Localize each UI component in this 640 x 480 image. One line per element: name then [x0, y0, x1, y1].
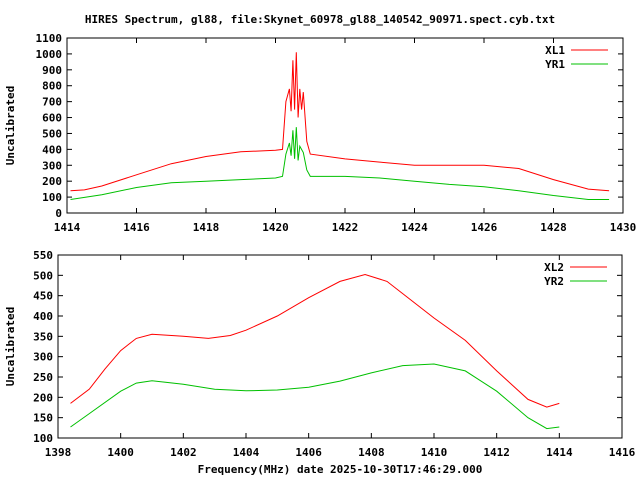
x-tick-label: 1416 — [123, 221, 150, 234]
y-axis-label: Uncalibrated — [4, 86, 17, 165]
y-tick-label: 550 — [33, 249, 53, 262]
chart-title: HIRES Spectrum, gl88, file:Skynet_60978_… — [85, 13, 555, 26]
y-tick-label: 350 — [33, 330, 53, 343]
y-tick-label: 500 — [42, 127, 62, 140]
y-tick-label: 900 — [42, 64, 62, 77]
x-tick-label: 1418 — [193, 221, 220, 234]
series-line-xl1 — [70, 52, 610, 192]
x-tick-label: 1430 — [610, 221, 637, 234]
y-tick-label: 100 — [42, 191, 62, 204]
y-tick-label: 400 — [33, 310, 53, 323]
x-axis-label: Frequency(MHz) date 2025-10-30T17:46:29.… — [198, 463, 483, 476]
y-tick-label: 800 — [42, 80, 62, 93]
y-tick-label: 700 — [42, 96, 62, 109]
y-tick-label: 300 — [42, 159, 62, 172]
x-tick-label: 1404 — [233, 446, 260, 459]
plot-2: 1398 1400 1402 1404 1406 1408 1410 1412 1414 1416… — [4, 249, 636, 476]
series-line-yr2 — [70, 363, 560, 430]
x-tick-label: 1428 — [540, 221, 567, 234]
y-tick-label: 450 — [33, 290, 53, 303]
series-line-yr1 — [70, 127, 610, 200]
x-tick-label: 1424 — [401, 221, 428, 234]
x-tick-label: 1416 — [609, 446, 636, 459]
x-tick-label: 1406 — [295, 446, 322, 459]
plot-1: HIRES Spectrum, gl88, file:Skynet_60978_… — [4, 13, 636, 234]
x-tick-label: 1422 — [332, 221, 359, 234]
x-tick-label: 1410 — [421, 446, 448, 459]
plot-frame — [57, 254, 623, 439]
legend-label: YR2 — [544, 275, 564, 288]
legend-label: XL2 — [544, 261, 564, 274]
y-axis-label: Uncalibrated — [4, 307, 17, 386]
x-tick-label: 1408 — [358, 446, 385, 459]
y-tick-label: 600 — [42, 112, 62, 125]
y-tick-label: 1100 — [36, 32, 63, 45]
y-tick-label: 250 — [33, 371, 53, 384]
x-tick-label: 1402 — [170, 446, 197, 459]
series-line-xl2 — [70, 273, 560, 408]
x-tick-label: 1412 — [483, 446, 510, 459]
legend-label: XL1 — [545, 44, 565, 57]
y-tick-label: 0 — [55, 207, 62, 220]
y-tick-label: 200 — [42, 175, 62, 188]
x-tick-label: 1414 — [546, 446, 573, 459]
x-tick-label: 1400 — [107, 446, 134, 459]
y-tick-label: 1000 — [36, 48, 63, 61]
y-tick-label: 500 — [33, 269, 53, 282]
legend-label: YR1 — [545, 58, 565, 71]
y-tick-label: 300 — [33, 351, 53, 364]
plot-frame — [66, 37, 624, 214]
x-tick-label: 1398 — [45, 446, 72, 459]
y-tick-label: 200 — [33, 391, 53, 404]
y-tick-label: 100 — [33, 432, 53, 445]
y-tick-label: 400 — [42, 143, 62, 156]
x-tick-label: 1420 — [262, 221, 289, 234]
x-tick-label: 1426 — [471, 221, 498, 234]
y-tick-label: 150 — [33, 412, 53, 425]
x-tick-label: 1414 — [54, 221, 81, 234]
